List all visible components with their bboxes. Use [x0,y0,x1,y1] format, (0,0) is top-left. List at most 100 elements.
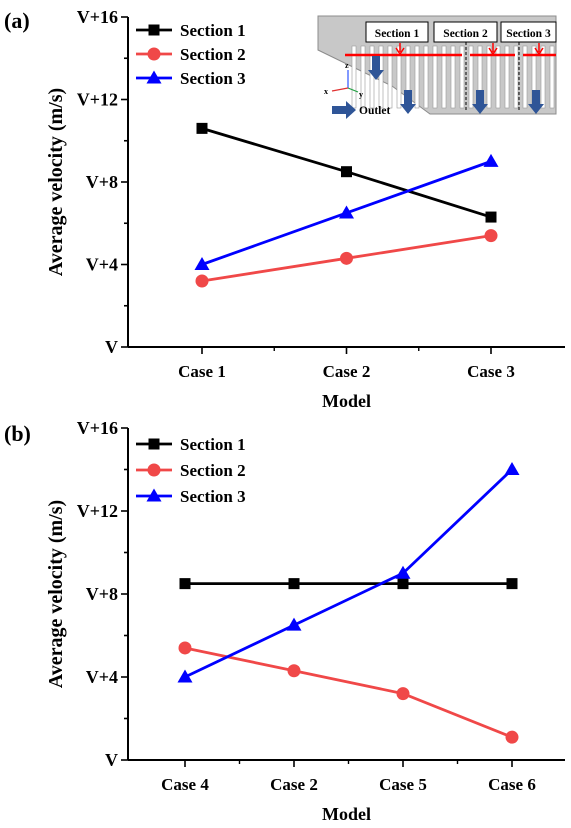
chart-a: V V+4 V+8 V+12 V+16 Case 1 Case 2 Case 3 Model Av… [45,7,565,411]
inset-fin [351,45,357,109]
y-tick-label: V [105,337,118,357]
y-tick-label: V+8 [86,172,118,192]
inset-fin [387,45,393,109]
data-point-series-1 [179,578,191,590]
inset-fin [549,45,555,109]
legend-label-2: Section 2 [180,45,246,64]
flow-arrow-icon [472,90,488,114]
x-tick-label: Case 2 [323,362,371,381]
data-point-series-2 [396,687,410,701]
data-point-series-1 [288,578,300,590]
data-point-series-3 [194,257,210,270]
y-tick-label: V+16 [77,418,118,438]
y-tick-label: V+4 [86,667,118,687]
data-point-series-2 [195,274,209,288]
data-point-series-3 [483,153,499,167]
inset-fin [468,45,474,109]
inset-fin [495,45,501,109]
series-line-2 [184,646,513,739]
inset-fin [486,45,492,109]
coordinate-axes-icon: z y x [324,61,363,99]
panel-b-label: (b) [4,421,31,446]
y-tick-label: V+12 [77,501,118,521]
data-point-series-3 [286,617,302,631]
inset-fin [540,45,546,109]
data-point-series-1 [196,122,208,134]
legend-marker-3 [146,70,162,84]
legend-marker-3 [146,488,162,502]
data-point-series-3 [504,462,520,475]
section-2-label-box [433,21,498,43]
y-tick-label: V+12 [77,90,118,110]
y-axis-title: Average velocity (m/s) [45,88,67,276]
axis-x-label: x [324,87,328,96]
section-3-label: Section 3 [506,28,551,40]
section-schematic-inset: Section 1 Section 2 Section 3 Outlet z y… [317,15,557,119]
section-1-label-box [365,21,429,43]
outlet-label: Outlet [359,105,390,117]
flow-arrows [368,56,544,114]
flow-arrow-icon [368,56,384,80]
section-1-label: Section 1 [375,28,420,40]
outlet-arrow-icon [332,101,356,119]
inset-fin [423,45,429,109]
x-tick-label: Case 4 [161,775,209,794]
data-point-series-2 [505,730,519,744]
legend-label-1: Section 1 [180,435,246,454]
chart-b: V V+4 V+8 V+12 V+16 Case 4 Case 2 Case 5 Case 6 M… [45,418,565,824]
legend-label-3: Section 3 [180,69,246,88]
inset-fin [504,45,510,109]
y-tick-label: V+4 [86,255,118,275]
legend-marker-1 [148,24,160,36]
x-axis-title: Model [322,391,371,411]
y-axis-title: Average velocity (m/s) [45,500,67,688]
inset-fin [432,45,438,109]
inset-fin [414,45,420,109]
flow-arrow-icon [400,90,416,114]
data-point-series-3 [339,205,354,219]
data-point-series-3 [395,565,411,579]
data-point-series-3 [177,669,193,683]
legend-label-2: Section 2 [180,461,246,480]
data-point-series-2 [287,664,301,678]
inset-fin [360,45,366,109]
series-line-3 [184,468,513,679]
legend-label-1: Section 1 [180,21,246,40]
axis-z-label: z [345,61,349,70]
section-2-label: Section 2 [443,28,488,40]
legend-label-3: Section 3 [180,487,246,506]
legend-marker-2 [147,463,161,477]
x-tick-label: Case 2 [270,775,318,794]
inset-fin [450,45,456,109]
inset-fin [459,45,465,109]
inset-fin [513,45,519,109]
y-tick-label: V+16 [77,7,118,27]
data-point-series-2 [340,251,353,265]
data-point-series-2 [178,641,192,655]
inset-fins [351,45,555,109]
inset-fin [378,45,384,109]
inset-fin [396,45,402,109]
data-point-series-2 [484,229,498,243]
x-tick-label: Case 1 [178,362,226,381]
section-3-pointer-arrow [534,43,544,56]
flow-arrow-icon [528,90,544,114]
inset-fin [441,45,447,109]
section-3-label-box [500,21,557,43]
x-axis-title: Model [322,804,371,824]
panel-a-label: (a) [4,8,30,33]
x-tick-label: Case 6 [488,775,536,794]
section-2-pointer-arrow [488,43,498,56]
section-1-pointer-arrow [395,43,405,56]
data-point-series-1 [397,578,409,590]
data-point-series-1 [341,166,352,178]
x-tick-label: Case 5 [379,775,427,794]
legend-marker-2 [147,47,161,61]
axis-y-label: y [359,90,363,99]
y-tick-label: V+8 [86,584,118,604]
data-point-series-1 [485,211,497,223]
data-point-series-1 [506,578,518,590]
x-tick-label: Case 3 [467,362,515,381]
y-tick-label: V [105,750,118,770]
